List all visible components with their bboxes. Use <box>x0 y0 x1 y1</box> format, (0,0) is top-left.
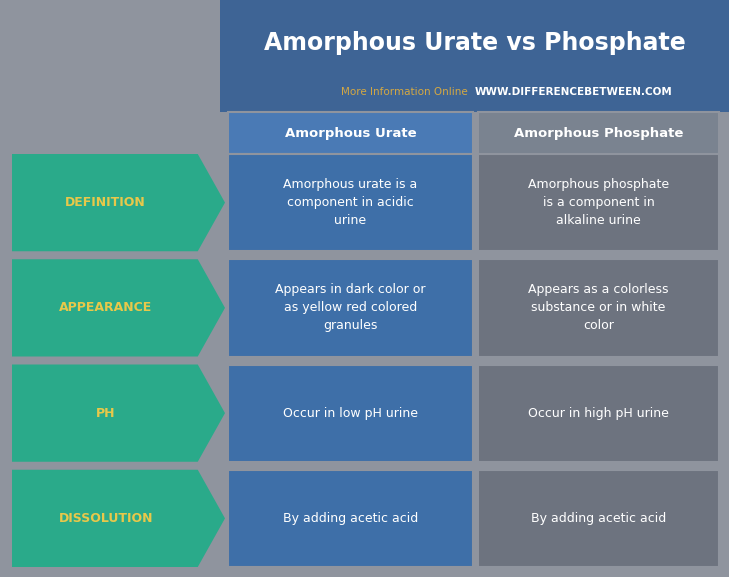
Text: Occur in high pH urine: Occur in high pH urine <box>528 407 669 419</box>
Text: Occur in low pH urine: Occur in low pH urine <box>283 407 418 419</box>
Text: Amorphous Urate: Amorphous Urate <box>285 126 416 140</box>
Text: Appears in dark color or
as yellow red colored
granules: Appears in dark color or as yellow red c… <box>276 283 426 332</box>
Bar <box>228 154 473 251</box>
Text: Appears as a colorless
substance or in white
color: Appears as a colorless substance or in w… <box>529 283 668 332</box>
Text: Amorphous Urate vs Phosphate: Amorphous Urate vs Phosphate <box>264 31 685 55</box>
Text: Amorphous urate is a
component in acidic
urine: Amorphous urate is a component in acidic… <box>284 178 418 227</box>
Bar <box>478 112 719 154</box>
Text: PH: PH <box>96 407 115 419</box>
Polygon shape <box>12 259 225 357</box>
Text: More Information Online: More Information Online <box>341 87 475 97</box>
Bar <box>220 0 729 112</box>
Text: DEFINITION: DEFINITION <box>66 196 146 209</box>
Polygon shape <box>12 154 225 251</box>
Bar <box>478 470 719 567</box>
Text: By adding acetic acid: By adding acetic acid <box>283 512 418 525</box>
Text: Amorphous Phosphate: Amorphous Phosphate <box>514 126 683 140</box>
Bar <box>228 470 473 567</box>
Polygon shape <box>12 365 225 462</box>
Text: APPEARANCE: APPEARANCE <box>59 301 152 314</box>
Bar <box>228 259 473 357</box>
Text: WWW.DIFFERENCEBETWEEN.COM: WWW.DIFFERENCEBETWEEN.COM <box>475 87 672 97</box>
Bar <box>478 365 719 462</box>
Text: Amorphous phosphate
is a component in
alkaline urine: Amorphous phosphate is a component in al… <box>528 178 669 227</box>
Bar <box>228 112 473 154</box>
Text: DISSOLUTION: DISSOLUTION <box>58 512 153 525</box>
Polygon shape <box>12 470 225 567</box>
Bar <box>478 154 719 251</box>
Bar <box>478 259 719 357</box>
Text: By adding acetic acid: By adding acetic acid <box>531 512 666 525</box>
Bar <box>228 365 473 462</box>
